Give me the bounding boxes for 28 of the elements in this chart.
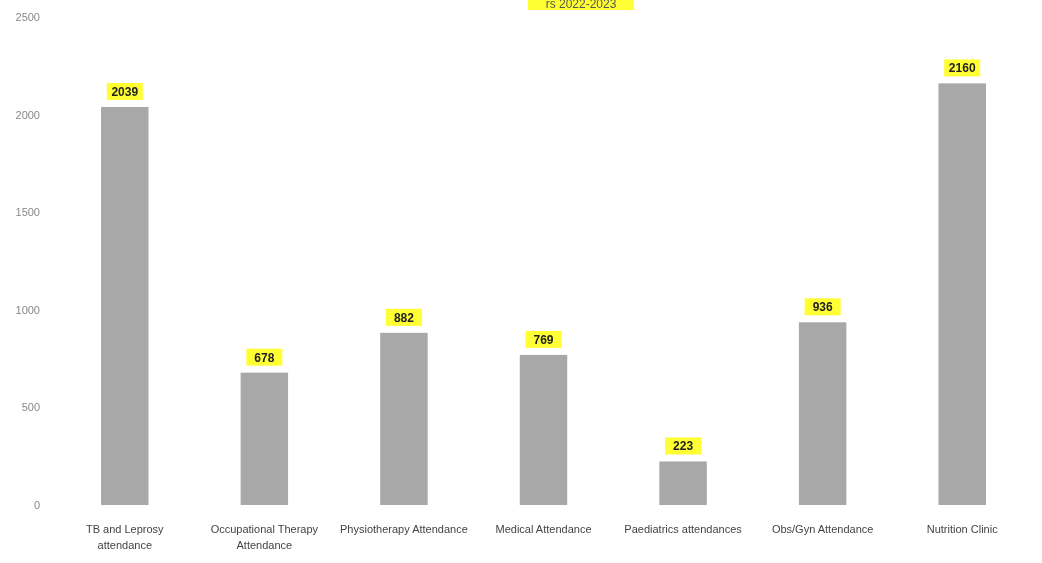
- bar: [519, 354, 568, 505]
- y-tick-label: 0: [33, 499, 40, 511]
- bar: [380, 332, 428, 505]
- x-tick-label: Obs/Gyn Attendance: [771, 523, 874, 535]
- chart-title: rs 2022-2023: [545, 0, 617, 11]
- y-tick-label: 2500: [15, 11, 40, 23]
- bar: [938, 83, 986, 505]
- x-tick-label: Physiotherapy Attendance: [340, 523, 468, 535]
- bar: [798, 322, 847, 505]
- y-tick-label: 500: [21, 401, 40, 414]
- x-tick-label: Occupational Therapy Attendance: [210, 523, 319, 551]
- data-label: 678: [254, 350, 275, 365]
- data-label: 769: [533, 332, 554, 347]
- data-label: 223: [673, 439, 694, 454]
- bar: [240, 372, 289, 505]
- bar: [659, 461, 707, 505]
- y-tick-label: 1000: [15, 303, 40, 316]
- y-tick-label: 1500: [15, 206, 40, 219]
- x-tick-label: Paediatrics attendances: [624, 523, 743, 535]
- data-label: 882: [393, 310, 415, 325]
- x-tick-label: TB and Leprosy attendance: [85, 523, 165, 551]
- data-label: 936: [812, 300, 833, 315]
- y-tick-label: 2000: [15, 108, 40, 121]
- data-label: 2039: [111, 84, 139, 99]
- x-tick-label: Medical Attendance: [495, 523, 592, 535]
- data-label: 2160: [948, 61, 976, 76]
- bar: [101, 106, 149, 505]
- x-tick-label: Nutrition Clinic: [926, 523, 999, 535]
